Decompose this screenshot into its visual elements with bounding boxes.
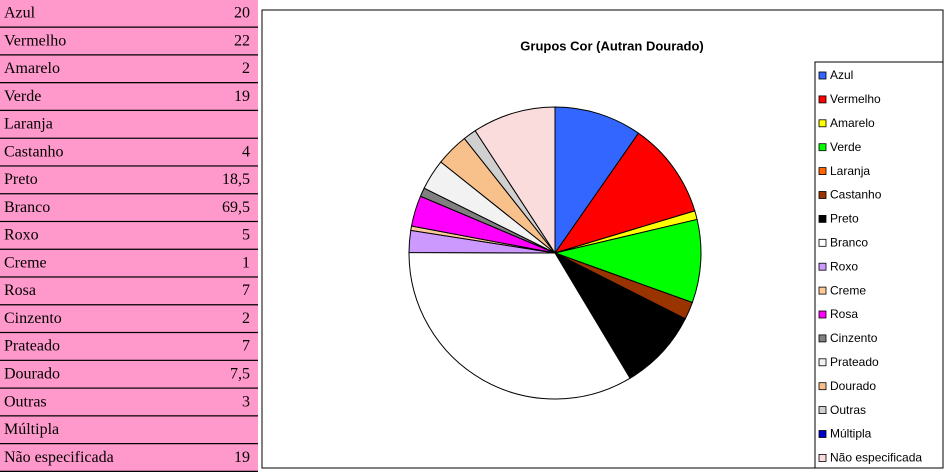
category-cell: Preto [4, 171, 38, 188]
value-cell: 7 [242, 338, 250, 355]
legend-swatch [818, 406, 827, 415]
legend-swatch [818, 71, 827, 80]
legend-swatch [818, 262, 827, 271]
table-row [0, 166, 258, 195]
value-cell: 2 [242, 60, 250, 77]
table-row [0, 0, 258, 28]
value-cell: 7 [242, 282, 250, 299]
legend-label: Creme [830, 283, 866, 297]
legend-swatch [818, 191, 827, 199]
value-cell: 3 [242, 393, 250, 410]
value-cell: 19 [234, 449, 250, 466]
value-cell: 20 [234, 5, 250, 22]
category-cell: Creme [4, 254, 47, 271]
table-row [0, 388, 258, 417]
category-cell: Vermelho [4, 32, 66, 49]
value-cell: 1 [242, 254, 250, 271]
table-row [0, 222, 258, 250]
legend-label: Preto [830, 212, 859, 226]
legend-label: Cinzento [830, 331, 878, 345]
table-row [0, 111, 258, 139]
table-row [0, 27, 258, 56]
pie-slice [553, 251, 686, 379]
category-cell: Prateado [4, 338, 60, 355]
legend-swatch [818, 334, 827, 343]
legend-label: Vermelho [830, 92, 881, 106]
category-cell: Roxo [4, 227, 39, 244]
table-row [0, 416, 258, 445]
table-row [0, 138, 258, 167]
value-cell: 7,5 [230, 365, 250, 382]
value-cell: 2 [242, 310, 250, 327]
legend-swatch [818, 453, 827, 462]
value-cell: 18,5 [222, 171, 250, 188]
category-cell: Castanho [4, 143, 64, 160]
category-cell: Rosa [4, 282, 36, 299]
category-cell: Múltipla [4, 421, 59, 438]
legend-swatch [818, 214, 827, 223]
category-cell: Verde [4, 88, 41, 105]
legend-label: Laranja [830, 164, 870, 178]
legend-swatch [818, 286, 827, 295]
pie-slice [553, 132, 696, 254]
pie-slice [553, 218, 702, 304]
category-cell: Não especificada [4, 449, 114, 466]
category-cell: Branco [4, 199, 50, 216]
legend-label: Dourado [830, 379, 876, 393]
table-row [0, 277, 258, 306]
table-row [0, 305, 258, 334]
legend-swatch [818, 143, 827, 152]
legend-label: Rosa [830, 307, 858, 321]
legend-label: Roxo [830, 259, 858, 273]
legend-label: Verde [830, 140, 862, 154]
pie-slice [474, 106, 556, 255]
pie-slice [554, 106, 640, 255]
table-row [0, 194, 258, 223]
category-cell: Amarelo [4, 60, 60, 77]
category-cell: Dourado [4, 365, 60, 382]
legend-box [814, 61, 944, 469]
pie-slice [408, 251, 631, 400]
value-cell: 5 [242, 227, 250, 244]
table-row [0, 333, 258, 361]
legend-swatch [818, 430, 827, 438]
chart-title: Grupos Cor (Autran Dourado) [520, 38, 703, 53]
legend-label: Amarelo [830, 116, 875, 130]
category-cell: Azul [4, 5, 36, 22]
value-cell: 4 [242, 143, 250, 160]
category-cell: Cinzento [4, 310, 62, 327]
legend-swatch [818, 119, 827, 128]
legend-swatch [818, 167, 827, 176]
legend-label: Castanho [830, 188, 882, 202]
table-row [0, 55, 258, 84]
legend-label: Prateado [830, 355, 879, 369]
table-row [0, 83, 258, 112]
legend-label: Não especificada [830, 451, 922, 465]
table-row [0, 360, 258, 389]
value-cell: 19 [234, 88, 250, 105]
category-cell: Laranja [4, 116, 53, 133]
legend-swatch [818, 310, 827, 319]
value-cell: 69,5 [222, 199, 250, 216]
legend-swatch [818, 238, 827, 247]
legend-swatch [818, 382, 827, 391]
category-cell: Outras [4, 393, 47, 410]
value-cell: 22 [234, 32, 250, 49]
table-row [0, 444, 258, 472]
table-row [0, 249, 258, 278]
legend-label: Múltipla [830, 427, 872, 441]
legend-swatch [818, 358, 827, 367]
legend-label: Outras [830, 403, 866, 417]
legend-swatch [818, 95, 827, 104]
legend-label: Branco [830, 235, 868, 249]
legend-label: Azul [830, 68, 853, 82]
